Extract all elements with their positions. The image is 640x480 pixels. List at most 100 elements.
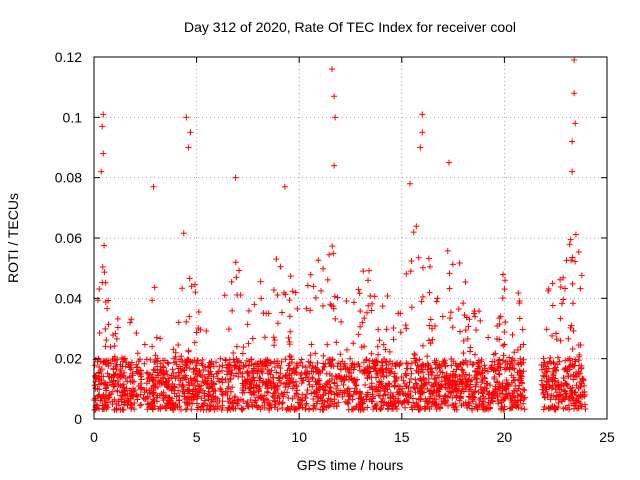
data-point [378, 365, 385, 372]
data-point-peak [98, 168, 105, 175]
data-point [195, 308, 202, 315]
data-point [137, 391, 144, 398]
data-point [171, 390, 178, 397]
data-point [210, 388, 217, 395]
data-point [244, 321, 251, 328]
data-point [387, 389, 394, 396]
data-point-peak [419, 129, 426, 136]
data-point [495, 370, 502, 377]
data-point [274, 320, 281, 327]
data-point [288, 370, 295, 377]
data-point [110, 365, 117, 372]
data-point [498, 406, 505, 413]
data-point [510, 377, 517, 384]
data-point [221, 292, 228, 299]
data-point-peak [99, 123, 106, 130]
data-point [230, 399, 237, 406]
data-point [315, 257, 322, 264]
data-point [269, 393, 276, 400]
data-point [102, 279, 109, 286]
data-point [114, 315, 121, 322]
data-point [146, 378, 153, 385]
data-point [148, 399, 155, 406]
data-point [330, 250, 337, 257]
data-point [546, 384, 553, 391]
data-point [454, 386, 461, 393]
x-tick-label: 15 [394, 429, 410, 445]
data-point [449, 383, 456, 390]
data-point [172, 353, 179, 360]
data-point [458, 402, 465, 409]
data-point [368, 307, 375, 314]
data-point [206, 391, 213, 398]
data-point [312, 364, 319, 371]
data-point [115, 398, 122, 405]
data-point [316, 377, 323, 384]
data-point [310, 283, 317, 290]
data-point [581, 391, 588, 398]
data-point [325, 356, 332, 363]
data-point [570, 327, 577, 334]
data-point [460, 337, 467, 344]
data-point [274, 291, 281, 298]
data-point [335, 372, 342, 379]
data-point [373, 357, 380, 364]
data-point [492, 350, 499, 357]
data-point [164, 382, 171, 389]
data-point [337, 351, 344, 358]
data-point [543, 326, 550, 333]
data-point [142, 395, 149, 402]
data-point [171, 404, 178, 411]
data-point [560, 394, 567, 401]
data-point [557, 276, 564, 283]
data-point [548, 404, 555, 411]
data-point [158, 379, 165, 386]
data-point [564, 367, 571, 374]
data-point [134, 363, 141, 370]
data-point [169, 399, 176, 406]
data-point [569, 254, 576, 261]
data-point [331, 379, 338, 386]
data-point [271, 337, 278, 344]
data-point [149, 297, 156, 304]
data-point [207, 363, 214, 370]
data-point [297, 359, 304, 366]
data-point [239, 350, 246, 357]
data-point [569, 346, 576, 353]
data-point [472, 313, 479, 320]
data-point [153, 394, 160, 401]
data-point [442, 362, 449, 369]
data-point [374, 343, 381, 350]
data-point [349, 377, 356, 384]
data-point [416, 404, 423, 411]
data-point [415, 254, 422, 261]
data-point [153, 334, 160, 341]
data-point [562, 285, 569, 292]
data-point [183, 318, 190, 325]
data-point [198, 360, 205, 367]
data-point [338, 318, 345, 325]
data-point [319, 383, 326, 390]
data-point [157, 367, 164, 374]
data-point [314, 360, 321, 367]
data-point [320, 265, 327, 272]
data-point [233, 274, 240, 281]
data-point [449, 261, 456, 268]
data-point [361, 398, 368, 405]
data-point [379, 303, 386, 310]
data-point [398, 400, 405, 407]
data-point [446, 285, 453, 292]
data-point [470, 361, 477, 368]
data-point [102, 298, 109, 305]
data-point [290, 378, 297, 385]
data-point [160, 357, 167, 364]
data-point [327, 384, 334, 391]
data-point [370, 395, 377, 402]
data-point [560, 296, 567, 303]
data-point [235, 396, 242, 403]
data-point-peak [232, 174, 239, 181]
data-point [477, 317, 484, 324]
data-point [369, 300, 376, 307]
data-point [243, 357, 250, 364]
data-point [373, 374, 380, 381]
